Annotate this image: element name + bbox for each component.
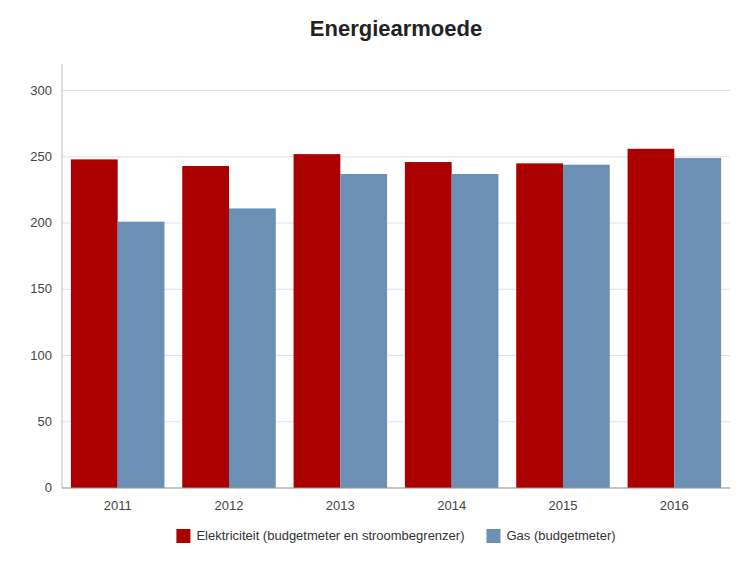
bar — [118, 222, 165, 488]
x-tick-label: 2015 — [549, 498, 578, 513]
bar — [340, 174, 387, 488]
chart-svg: Energiearmoede 0 50 100 150 200 250 300 2011 2012… — [0, 0, 752, 580]
y-tick-label: 100 — [30, 348, 52, 363]
bar — [294, 154, 341, 488]
legend-swatch — [176, 529, 190, 543]
grid-line — [62, 90, 730, 91]
y-tick-label: 300 — [30, 83, 52, 98]
bar — [405, 162, 452, 488]
x-axis-line — [62, 488, 730, 489]
legend-label: Elektriciteit (budgetmeter en stroombegr… — [196, 528, 464, 543]
legend-item: Gas (budgetmeter) — [486, 528, 615, 543]
bar — [452, 174, 499, 488]
y-tick-label: 50 — [38, 414, 52, 429]
x-tick-label: 2011 — [104, 498, 132, 513]
chart-container: Energiearmoede 0 50 100 150 200 250 300 2011 2012… — [0, 0, 752, 580]
legend-swatch — [486, 529, 500, 543]
bar — [628, 149, 675, 488]
y-tick-label: 0 — [45, 480, 52, 495]
y-tick-label: 200 — [30, 215, 52, 230]
legend: Elektriciteit (budgetmeter en stroombegr… — [176, 528, 615, 543]
bar — [182, 166, 229, 488]
x-tick-label: 2014 — [437, 498, 466, 513]
y-tick-label: 250 — [30, 149, 52, 164]
bars — [71, 149, 721, 488]
grid — [62, 91, 730, 489]
x-tick-label: 2013 — [326, 498, 355, 513]
bar — [516, 163, 563, 488]
x-tick-label: 2012 — [215, 498, 244, 513]
x-tick-label: 2016 — [660, 498, 689, 513]
bar — [229, 208, 276, 488]
y-tick-label: 150 — [30, 281, 52, 296]
title: Energiearmoede — [310, 16, 482, 41]
y-axis-line — [62, 64, 63, 488]
bar — [71, 159, 118, 488]
legend-label: Gas (budgetmeter) — [506, 528, 615, 543]
bar — [674, 158, 721, 488]
legend-item: Elektriciteit (budgetmeter en stroombegr… — [176, 528, 464, 543]
grid-line — [62, 488, 730, 489]
bar — [563, 165, 610, 488]
